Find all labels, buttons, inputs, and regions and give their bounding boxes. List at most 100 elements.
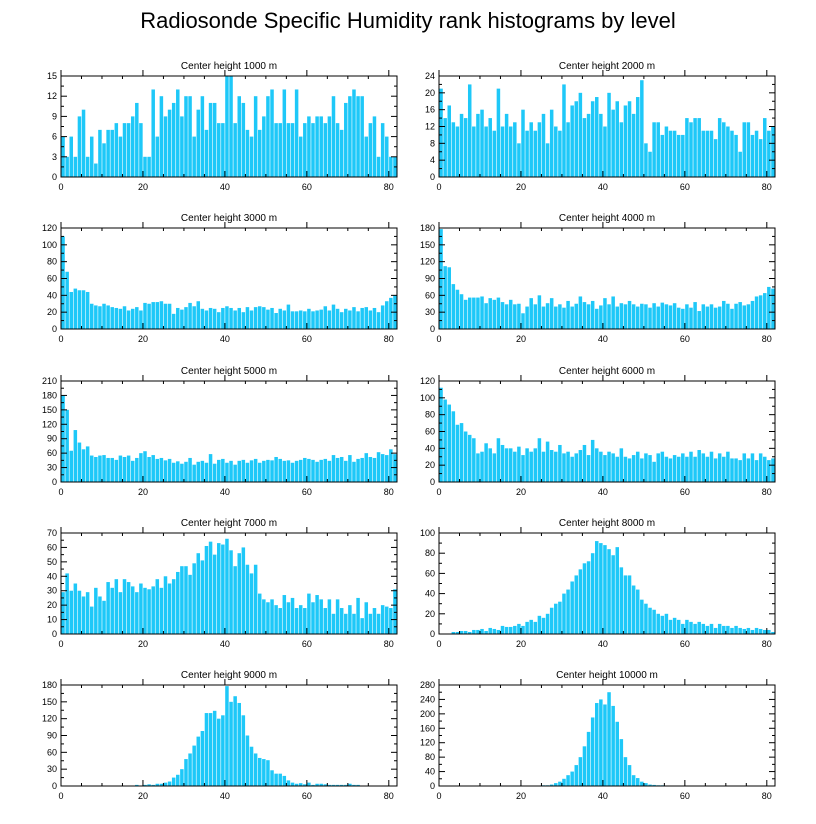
histogram-bar (472, 126, 476, 177)
x-tick-label: 0 (58, 487, 63, 497)
histogram-bar (89, 606, 94, 634)
histogram-bar (180, 463, 184, 482)
histogram-bar (130, 460, 135, 482)
histogram-bar (439, 387, 443, 482)
histogram-bar (742, 305, 747, 329)
histogram-bar (151, 586, 155, 634)
y-tick-label: 40 (425, 767, 435, 777)
histogram-bar (607, 451, 611, 482)
histogram-bar (472, 297, 476, 329)
histogram-bar (319, 459, 323, 482)
histogram-bar (139, 310, 143, 329)
histogram-bar (282, 310, 287, 329)
histogram-bar (385, 136, 389, 177)
histogram-bar (496, 88, 501, 178)
histogram-bar (722, 122, 726, 177)
histogram-bar (578, 296, 583, 329)
histogram-bar (570, 105, 574, 177)
histogram-bar (69, 450, 73, 482)
x-tick-label: 20 (516, 487, 526, 497)
histogram-bar (656, 453, 660, 482)
histogram-bar (339, 312, 344, 329)
y-tick-label: 0 (52, 781, 57, 791)
y-tick-label: 210 (42, 376, 57, 386)
histogram-bar (298, 310, 303, 329)
histogram-bar (298, 605, 303, 634)
histogram-bar (311, 459, 315, 482)
histogram-bar (595, 703, 599, 786)
y-tick-label: 30 (47, 586, 57, 596)
histogram-bar (631, 455, 636, 482)
histogram-bar (327, 460, 332, 482)
y-tick-label: 8 (430, 138, 435, 148)
histogram-bar (537, 122, 542, 177)
histogram-bar (607, 692, 611, 786)
histogram-bar (118, 592, 123, 634)
histogram-bar (508, 126, 513, 177)
histogram-bar (701, 304, 706, 329)
histogram-bar (603, 545, 607, 634)
histogram-bar (713, 627, 718, 634)
histogram-bar (574, 765, 579, 786)
histogram-bar (722, 456, 726, 482)
x-tick-label: 20 (138, 639, 148, 649)
x-tick-label: 60 (680, 791, 690, 801)
histogram-bar (229, 307, 233, 329)
histogram-bar (508, 448, 513, 482)
histogram-bar (159, 96, 164, 177)
histogram-bar (237, 307, 241, 329)
histogram-bar (135, 102, 139, 177)
histogram-bar (319, 783, 323, 786)
histogram-bar (303, 311, 307, 329)
histogram-bar (500, 126, 505, 177)
histogram-bar (513, 122, 517, 177)
histogram-bar (163, 116, 168, 177)
histogram-bar (81, 449, 86, 482)
x-tick-label: 80 (384, 639, 394, 649)
x-tick-label: 80 (384, 182, 394, 192)
histogram-bar (545, 303, 550, 329)
histogram-bar (492, 130, 497, 177)
y-tick-label: 0 (52, 477, 57, 487)
histogram-bar (147, 784, 151, 786)
histogram-bar (533, 448, 538, 482)
histogram-bar (77, 290, 82, 329)
histogram-bar (171, 579, 176, 634)
histogram-bar (171, 777, 176, 786)
histogram-bar (648, 455, 652, 482)
histogram-bar (270, 89, 274, 177)
histogram-bar (685, 619, 689, 634)
chart-panel-8: Center height 8000 m 0 20 40 60 80 0 20 40 60 80 10… (420, 518, 776, 649)
histogram-bar (278, 773, 282, 786)
histogram-bar (603, 126, 607, 177)
y-tick-label: 24 (425, 71, 435, 81)
histogram-bar (61, 592, 65, 634)
histogram-bar (644, 783, 648, 786)
histogram-bar (660, 615, 665, 634)
histogram-bar (676, 619, 681, 634)
histogram-bar (393, 589, 397, 634)
histogram-bar (352, 613, 356, 634)
histogram-bar (311, 123, 315, 177)
histogram-bar (599, 451, 603, 482)
histogram-bar (94, 456, 98, 482)
histogram-bar (360, 96, 364, 177)
histogram-bar (537, 615, 542, 634)
histogram-bar (611, 453, 615, 482)
histogram-bar (102, 455, 106, 482)
histogram-bar (135, 592, 139, 634)
histogram-bar (348, 96, 352, 177)
histogram-bar (681, 453, 685, 482)
histogram-bar (660, 134, 665, 177)
histogram-bar (344, 460, 348, 482)
x-tick-label: 80 (762, 639, 772, 649)
histogram-bar (525, 130, 529, 177)
histogram-bar (249, 136, 254, 177)
histogram-bar (562, 307, 566, 329)
histogram-bar (257, 593, 262, 634)
histogram-bar (668, 305, 673, 329)
histogram-bar (81, 596, 86, 634)
histogram-bar (143, 784, 147, 786)
y-tick-label: 150 (42, 697, 57, 707)
